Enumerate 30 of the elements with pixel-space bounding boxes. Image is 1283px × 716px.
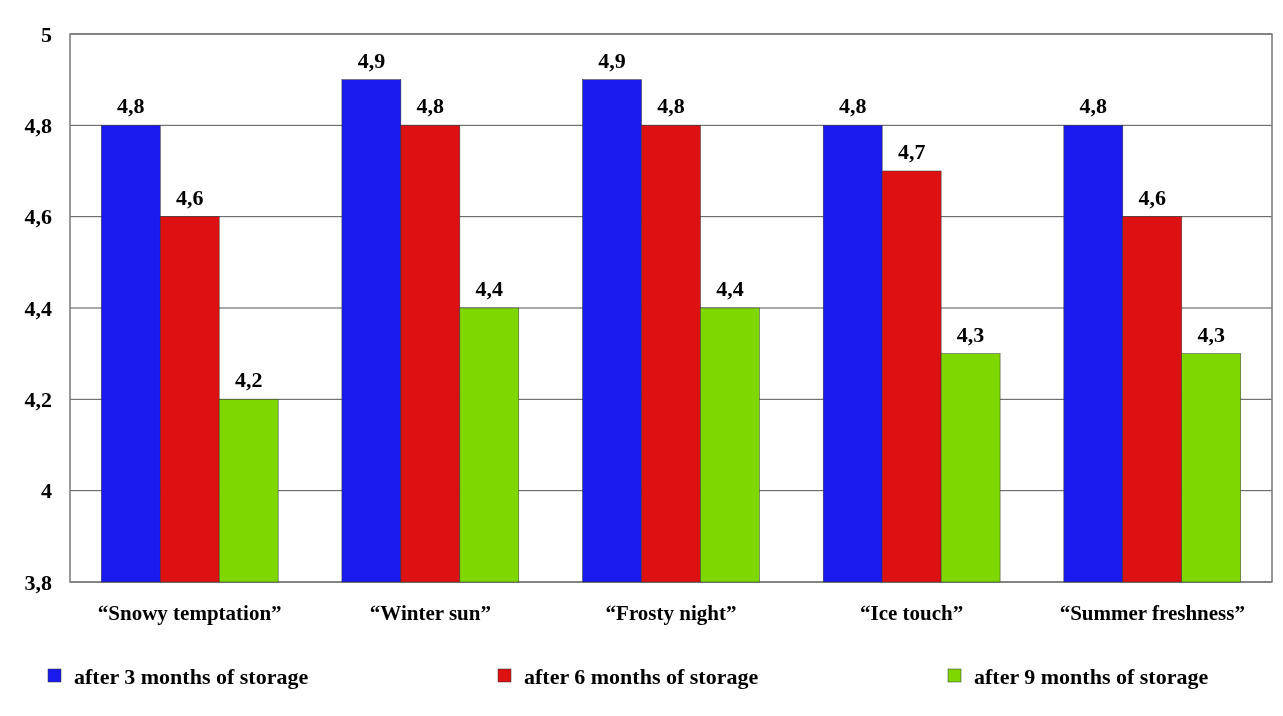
legend-label: after 6 months of storage	[524, 663, 759, 689]
data-label: 4,6	[1138, 184, 1167, 210]
data-label: 4,9	[357, 47, 386, 73]
y-tick-label: 5	[41, 21, 52, 47]
y-tick-label: 4,2	[24, 387, 52, 413]
data-label: 4,7	[897, 139, 926, 164]
data-label: 4,3	[956, 321, 985, 347]
data-label: 4,8	[416, 93, 445, 119]
x-tick-label: “Summer freshness”	[1059, 601, 1245, 625]
legend-label: after 3 months of storage	[74, 663, 309, 689]
y-tick-label: 4,4	[24, 295, 52, 321]
y-tick-label: 4,6	[24, 204, 52, 230]
y-tick-label: 4	[41, 478, 52, 504]
legend-label: after 9 months of storage	[974, 663, 1209, 689]
data-label: 4,8	[838, 93, 867, 119]
data-label: 4,3	[1197, 321, 1225, 347]
x-tick-label: “Winter sun”	[369, 601, 491, 625]
x-tick-label: “Frosty night”	[605, 601, 737, 625]
data-label: 4,8	[1079, 93, 1108, 119]
data-label: 4,8	[117, 93, 145, 119]
data-label: 4,4	[716, 276, 744, 301]
x-tick-label: “Snowy temptation”	[97, 601, 282, 625]
y-tick-label: 4,8	[24, 113, 52, 139]
data-label: 4,8	[657, 93, 685, 119]
y-tick-label: 3,8	[24, 569, 52, 595]
data-label: 4,9	[598, 47, 626, 73]
data-label: 4,2	[234, 367, 263, 393]
x-tick-label: “Ice touch”	[860, 601, 964, 625]
data-label: 4,6	[175, 184, 204, 210]
data-label: 4,4	[475, 276, 504, 301]
